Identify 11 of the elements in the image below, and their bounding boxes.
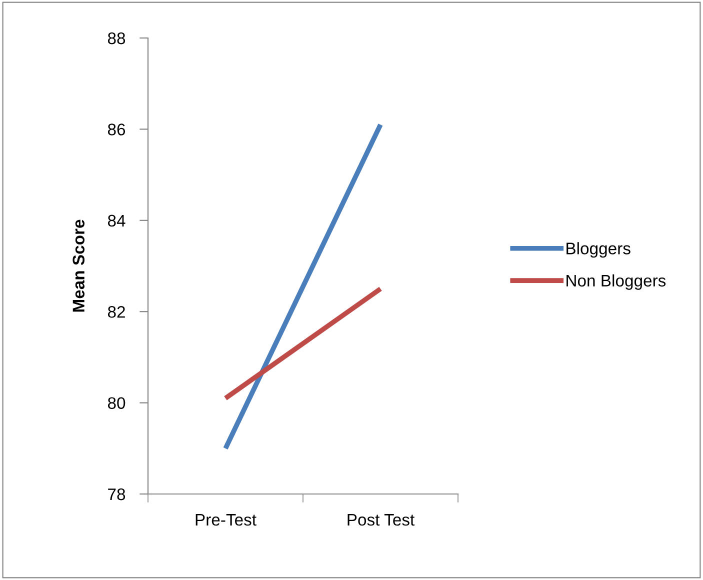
y-tick-label: 78 xyxy=(108,488,126,500)
y-axis-title: Mean Score xyxy=(72,220,85,312)
y-tick-label: 82 xyxy=(108,306,125,318)
legend-label: Non Bloggers xyxy=(566,274,666,290)
y-tick-label: 86 xyxy=(108,124,126,136)
y-tick-label: 84 xyxy=(108,214,126,227)
y-tick-label: 88 xyxy=(108,32,126,44)
x-tick-label: Post Test xyxy=(348,514,415,526)
y-tick-label: 80 xyxy=(108,397,126,410)
x-tick-label: Pre-Test xyxy=(196,514,256,526)
legend-label: Bloggers xyxy=(566,242,630,258)
